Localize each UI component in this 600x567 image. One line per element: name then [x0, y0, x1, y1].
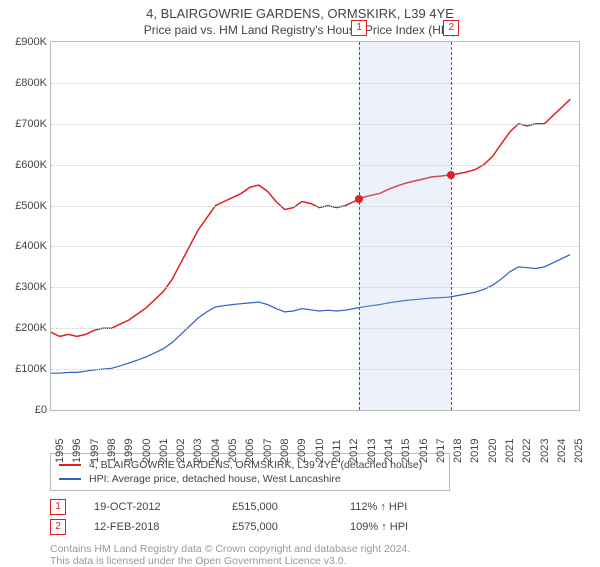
gridline	[51, 124, 579, 125]
sale-pct: 112% ↑ HPI	[350, 501, 407, 513]
x-tick-label: 2020	[487, 433, 499, 463]
x-tick-label: 1999	[123, 433, 135, 463]
x-tick-label: 2025	[573, 433, 585, 463]
x-tick-label: 2011	[331, 433, 343, 463]
x-tick-label: 2024	[556, 433, 568, 463]
y-tick-label: £600K	[1, 159, 47, 171]
footer-line1: Contains HM Land Registry data © Crown c…	[50, 543, 600, 555]
x-tick-label: 2012	[348, 433, 360, 463]
y-tick-label: £400K	[1, 240, 47, 252]
highlight-edge	[359, 42, 360, 410]
gridline	[51, 83, 579, 84]
x-tick-label: 2016	[418, 433, 430, 463]
footer-line2: This data is licensed under the Open Gov…	[50, 555, 600, 567]
x-tick-label: 2008	[279, 433, 291, 463]
x-tick-label: 1998	[106, 433, 118, 463]
legend-swatch	[59, 464, 81, 466]
x-tick-label: 2023	[539, 433, 551, 463]
gridline	[51, 206, 579, 207]
legend-swatch	[59, 478, 81, 480]
sale-marker-box: 2	[50, 519, 66, 535]
x-tick-label: 2014	[383, 433, 395, 463]
x-tick-label: 2017	[435, 433, 447, 463]
x-tick-label: 1995	[54, 433, 66, 463]
chart-subtitle: Price paid vs. HM Land Registry's House …	[0, 21, 600, 41]
x-tick-label: 2004	[210, 433, 222, 463]
y-tick-label: £900K	[1, 36, 47, 48]
y-tick-label: £200K	[1, 322, 47, 334]
sales-row: 1 19-OCT-2012 £515,000 112% ↑ HPI	[50, 497, 600, 517]
series-property	[51, 99, 570, 336]
sale-price: £575,000	[232, 521, 322, 533]
chart-title: 4, BLAIRGOWRIE GARDENS, ORMSKIRK, L39 4Y…	[0, 0, 600, 21]
x-tick-label: 2002	[175, 433, 187, 463]
gridline	[51, 165, 579, 166]
highlight-edge	[451, 42, 452, 410]
y-tick-label: £500K	[1, 200, 47, 212]
footer-attribution: Contains HM Land Registry data © Crown c…	[50, 543, 600, 567]
gridline	[51, 369, 579, 370]
x-tick-label: 2009	[296, 433, 308, 463]
x-tick-label: 2015	[400, 433, 412, 463]
x-tick-label: 2018	[452, 433, 464, 463]
x-axis-labels: 1995199619971998199920002001200220032004…	[50, 411, 600, 447]
chart-svg	[51, 42, 579, 410]
x-tick-label: 2001	[158, 433, 170, 463]
y-tick-label: £300K	[1, 281, 47, 293]
series-hpi	[51, 255, 570, 374]
highlight-band	[359, 42, 451, 410]
x-tick-label: 1996	[71, 433, 83, 463]
gridline	[51, 246, 579, 247]
sale-marker-box: 1	[50, 499, 66, 515]
y-tick-label: £800K	[1, 77, 47, 89]
x-tick-label: 2006	[244, 433, 256, 463]
x-tick-label: 2003	[192, 433, 204, 463]
sale-marker-box: 2	[443, 20, 459, 36]
gridline	[51, 287, 579, 288]
y-tick-label: £0	[1, 404, 47, 416]
sale-date: 19-OCT-2012	[94, 501, 204, 513]
chart-plot-area: £0£100K£200K£300K£400K£500K£600K£700K£80…	[50, 41, 580, 411]
sale-price: £515,000	[232, 501, 322, 513]
sales-table: 1 19-OCT-2012 £515,000 112% ↑ HPI 2 12-FEB-20…	[50, 497, 600, 537]
sale-marker-box: 1	[351, 20, 367, 36]
y-tick-label: £100K	[1, 363, 47, 375]
x-tick-label: 1997	[89, 433, 101, 463]
legend-item: HPI: Average price, detached house, West…	[59, 472, 441, 486]
sale-dot	[355, 195, 363, 203]
sales-row: 2 12-FEB-2018 £575,000 109% ↑ HPI	[50, 517, 600, 537]
legend-label: HPI: Average price, detached house, West…	[89, 473, 341, 485]
x-tick-label: 2005	[227, 433, 239, 463]
x-tick-label: 2007	[262, 433, 274, 463]
sale-pct: 109% ↑ HPI	[350, 521, 408, 533]
x-tick-label: 2010	[314, 433, 326, 463]
x-tick-label: 2000	[141, 433, 153, 463]
sale-date: 12-FEB-2018	[94, 521, 204, 533]
gridline	[51, 328, 579, 329]
x-tick-label: 2022	[521, 433, 533, 463]
sale-dot	[447, 171, 455, 179]
x-tick-label: 2019	[469, 433, 481, 463]
x-tick-label: 2021	[504, 433, 516, 463]
y-tick-label: £700K	[1, 118, 47, 130]
x-tick-label: 2013	[366, 433, 378, 463]
